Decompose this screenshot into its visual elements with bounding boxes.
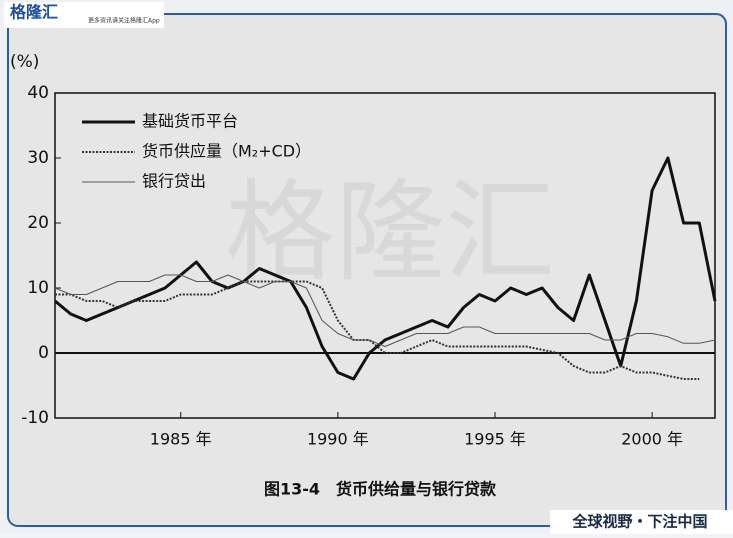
y-tick-label: -10 — [21, 408, 49, 428]
frame — [7, 13, 727, 527]
logo: 格隆汇 — [10, 3, 58, 22]
caption: 图13-4 货币供给量与银行贷款 — [264, 480, 497, 499]
slogan-box — [550, 510, 733, 534]
x-tick-label: 1995 年 — [464, 430, 526, 449]
tagline: 更多资讯请关注格隆汇App — [88, 17, 160, 25]
series-line — [54, 156, 717, 381]
y-tick-label: 40 — [27, 83, 49, 103]
y-tick-label: 10 — [27, 278, 49, 298]
legend-label: 基础货币平台 — [142, 112, 238, 131]
logo-box — [4, 2, 164, 28]
series-line — [54, 274, 716, 347]
y-tick-label: 20 — [27, 213, 49, 233]
y-axis-label: (%) — [10, 52, 39, 72]
watermark: 格隆汇 — [225, 168, 555, 296]
x-tick-label: 2000 年 — [621, 430, 683, 449]
slogan: 全球视野・下注中国 — [571, 513, 707, 531]
y-tick-label: 30 — [27, 148, 49, 168]
x-tick-label: 1990 年 — [307, 430, 369, 449]
y-tick-label: 0 — [38, 343, 49, 363]
x-tick-label: 1985 年 — [150, 430, 212, 449]
legend-label: 货币供应量（M₂+CD） — [142, 142, 311, 161]
plot-frame — [54, 92, 716, 419]
legend-label: 银行贷出 — [142, 172, 206, 191]
